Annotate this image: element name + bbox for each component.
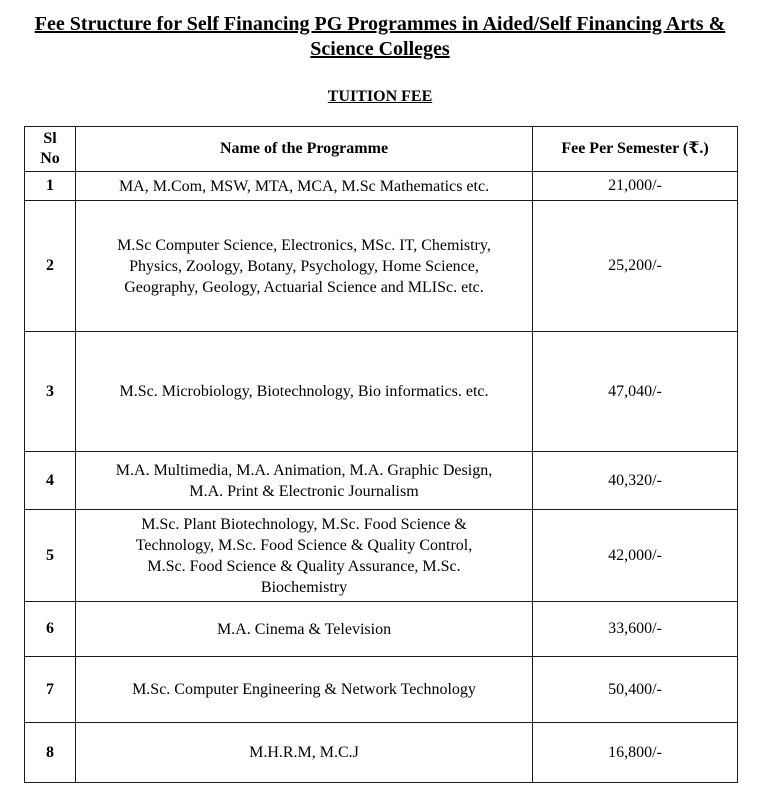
sl-no-cell: 7	[24, 656, 76, 723]
fee-table: Sl No Name of the Programme Fee Per Seme…	[24, 126, 738, 783]
programme-cell: M.A. Multimedia, M.A. Animation, M.A. Gr…	[75, 451, 533, 510]
table-header-row: Sl No Name of the Programme Fee Per Seme…	[24, 126, 738, 172]
programme-cell: MA, M.Com, MSW, MTA, MCA, M.Sc Mathemati…	[75, 171, 533, 201]
table-row: 7 M.Sc. Computer Engineering & Network T…	[24, 656, 738, 723]
fee-cell: 40,320/-	[532, 451, 738, 510]
sl-no-cell: 1	[24, 171, 76, 201]
programme-cell: M.H.R.M, M.C.J	[75, 722, 533, 783]
fee-cell: 42,000/-	[532, 509, 738, 602]
fee-cell: 33,600/-	[532, 601, 738, 657]
fee-cell: 21,000/-	[532, 171, 738, 201]
sl-no-cell: 2	[24, 200, 76, 332]
sl-no-cell: 6	[24, 601, 76, 657]
programme-cell: M.Sc. Computer Engineering & Network Tec…	[75, 656, 533, 723]
table-row: 5 M.Sc. Plant Biotechnology, M.Sc. Food …	[24, 509, 738, 602]
column-header-fee: Fee Per Semester (₹.)	[532, 126, 738, 172]
sl-no-cell: 8	[24, 722, 76, 783]
sl-no-cell: 3	[24, 331, 76, 452]
programme-cell: M.A. Cinema & Television	[75, 601, 533, 657]
fee-cell: 47,040/-	[532, 331, 738, 452]
page-title: Fee Structure for Self Financing PG Prog…	[34, 13, 726, 60]
sl-no-cell: 4	[24, 451, 76, 510]
programme-cell: M.Sc Computer Science, Electronics, MSc.…	[75, 200, 533, 332]
table-row: 3 M.Sc. Microbiology, Biotechnology, Bio…	[24, 331, 738, 452]
fee-cell: 16,800/-	[532, 722, 738, 783]
section-title: TUITION FEE	[327, 88, 433, 105]
table-row: 2 M.Sc Computer Science, Electronics, MS…	[24, 200, 738, 332]
table-row: 1 MA, M.Com, MSW, MTA, MCA, M.Sc Mathema…	[24, 171, 738, 201]
programme-cell: M.Sc. Plant Biotechnology, M.Sc. Food Sc…	[75, 509, 533, 602]
fee-cell: 50,400/-	[532, 656, 738, 723]
programme-cell: M.Sc. Microbiology, Biotechnology, Bio i…	[75, 331, 533, 452]
sl-no-cell: 5	[24, 509, 76, 602]
column-header-programme: Name of the Programme	[75, 126, 533, 172]
fee-cell: 25,200/-	[532, 200, 738, 332]
table-row: 8 M.H.R.M, M.C.J 16,800/-	[24, 722, 738, 783]
table-row: 6 M.A. Cinema & Television 33,600/-	[24, 601, 738, 657]
table-row: 4 M.A. Multimedia, M.A. Animation, M.A. …	[24, 451, 738, 510]
column-header-sl-no: Sl No	[24, 126, 76, 172]
